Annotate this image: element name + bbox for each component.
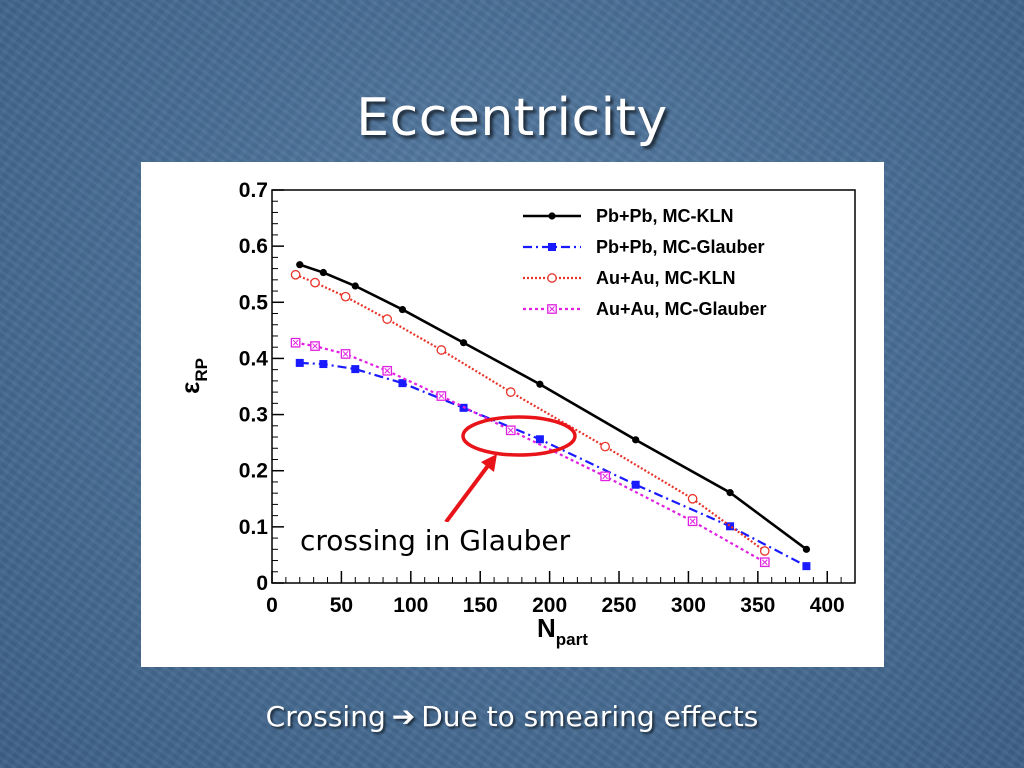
- pb-pb-mc-kln-point: [726, 489, 734, 497]
- x-tick-label: 200: [532, 594, 567, 617]
- slide-caption: Crossing ➔ Due to smearing effects: [0, 700, 1024, 733]
- au-au-mc-glauber-point-cross: [507, 427, 514, 434]
- au-au-mc-glauber-point-cross: [689, 518, 696, 525]
- au-au-mc-glauber-point-cross: [602, 473, 608, 480]
- y-tick-label: 0.4: [239, 347, 269, 370]
- pb-pb-mc-glauber-point: [398, 379, 407, 388]
- y-tick-label: 0.1: [239, 516, 269, 539]
- x-tick-label: 150: [463, 594, 498, 617]
- legend-au-au-mc-kln-marker: [547, 273, 557, 283]
- caption-crossing: Crossing: [265, 700, 386, 733]
- pb-pb-mc-glauber-point: [802, 562, 811, 571]
- legend-pb-pb-mc-kln-label: Pb+Pb, MC-KLN: [596, 206, 734, 226]
- slide-title: Eccentricity: [356, 88, 668, 148]
- legend-au-au-mc-kln-label: Au+Au, MC-KLN: [596, 268, 735, 288]
- au-au-mc-glauber-point-cross: [384, 367, 391, 374]
- pb-pb-mc-kln-point: [459, 339, 468, 347]
- au-au-mc-glauber-point-cross: [342, 351, 349, 357]
- y-tick-label: 0.7: [239, 179, 268, 202]
- au-au-mc-glauber-point-cross: [438, 393, 445, 399]
- crossing-annotation-label: crossing in Glauber: [297, 522, 574, 560]
- au-au-mc-kln-point: [759, 546, 770, 556]
- y-tick-label: 0.6: [239, 235, 268, 258]
- au-au-mc-kln-point: [290, 269, 301, 280]
- pb-pb-mc-glauber-point: [631, 480, 640, 489]
- caption-reason: Due to smearing effects: [421, 700, 759, 733]
- au-au-mc-kln-point: [687, 493, 698, 504]
- x-tick-label: 50: [330, 594, 353, 617]
- pb-pb-mc-kln-point: [632, 436, 640, 444]
- legend-pb-pb-mc-glauber-label: Pb+Pb, MC-Glauber: [596, 237, 765, 257]
- pb-pb-mc-kln-point: [802, 545, 811, 553]
- pb-pb-mc-kln-point: [398, 305, 407, 314]
- x-tick-label: 300: [671, 594, 706, 617]
- y-tick-label: 0.5: [239, 291, 269, 314]
- legend-pb-pb-mc-glauber-marker: [548, 243, 556, 251]
- au-au-mc-kln-point: [505, 387, 516, 397]
- pb-pb-mc-kln-point: [296, 261, 304, 269]
- pb-pb-mc-glauber-point: [351, 365, 360, 374]
- au-au-mc-kln-point: [382, 314, 393, 324]
- pb-pb-mc-glauber-point: [726, 522, 735, 531]
- legend-au-au-mc-glauber-marker-cross: [549, 306, 555, 312]
- legend-au-au-mc-glauber-label: Au+Au, MC-Glauber: [596, 299, 767, 319]
- au-au-mc-glauber-point-cross: [761, 559, 768, 566]
- x-tick-label: 400: [810, 594, 845, 617]
- pb-pb-mc-glauber-point: [295, 358, 304, 367]
- au-au-mc-kln-point: [600, 441, 610, 452]
- crossing-highlight-ellipse: [461, 415, 577, 457]
- au-au-mc-glauber-point-cross: [292, 339, 299, 346]
- pb-pb-mc-kln-point: [351, 282, 359, 290]
- right-arrow-icon: ➔: [391, 700, 416, 733]
- x-tick-label: 250: [602, 594, 637, 617]
- au-au-mc-kln-point: [310, 277, 320, 288]
- au-au-mc-glauber-point-cross: [312, 343, 318, 349]
- au-au-mc-glauber-line: [295, 341, 766, 564]
- legend-pb-pb-mc-kln-marker: [548, 212, 556, 220]
- pb-pb-mc-glauber-point: [319, 360, 328, 369]
- y-tick-label: 0.3: [239, 404, 268, 427]
- pb-pb-mc-kln-point: [536, 380, 544, 388]
- eccentricity-chart: 0 0.1 0.2 0.3 0.4 0.5 0.6 0.7 0 50 100 150 200 250 300…: [175, 179, 856, 649]
- y-tick-label: 0: [256, 572, 268, 595]
- chart-panel: 0 0.1 0.2 0.3 0.4 0.5 0.6 0.7 0 50 100 150 200 250 300…: [141, 162, 884, 667]
- y-tick-label: 0.2: [239, 460, 268, 483]
- au-au-mc-kln-point: [340, 291, 351, 302]
- y-axis-title: εRP: [175, 358, 211, 394]
- crossing-arrow-shaft: [444, 461, 492, 524]
- crossing-arrow-head: [481, 454, 497, 472]
- x-tick-label: 350: [740, 594, 775, 617]
- pb-pb-mc-glauber-point: [535, 435, 544, 444]
- x-tick-label: 0: [266, 594, 278, 617]
- x-tick-label: 100: [393, 594, 428, 617]
- x-axis-title: Npart: [537, 613, 588, 649]
- pb-pb-mc-kln-point: [319, 268, 327, 277]
- au-au-mc-kln-point: [436, 345, 447, 355]
